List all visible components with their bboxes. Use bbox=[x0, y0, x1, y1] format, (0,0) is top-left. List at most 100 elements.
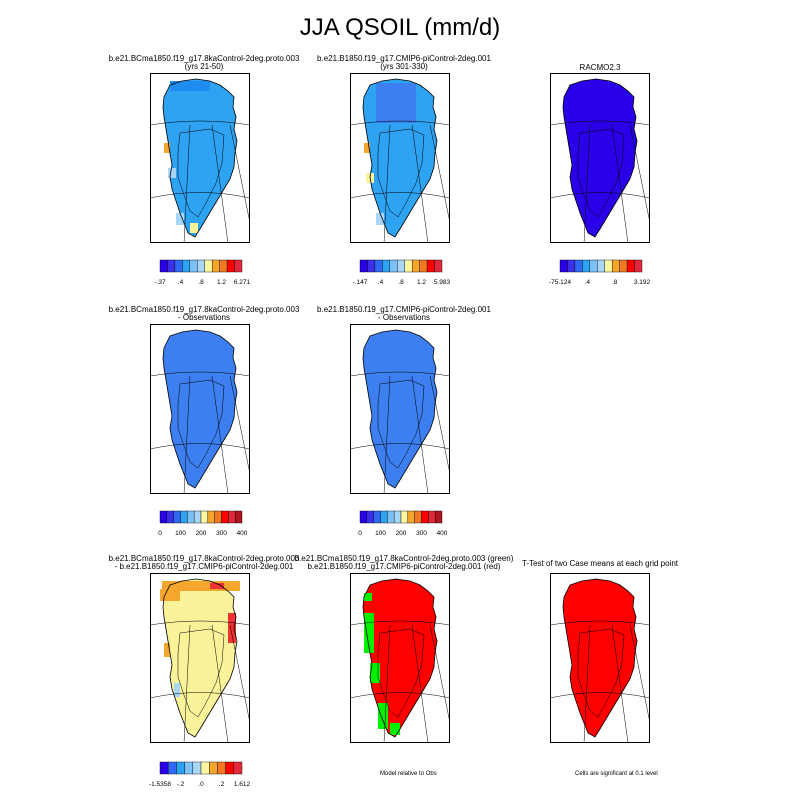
colorbar-tick-label: -75.124 bbox=[549, 279, 571, 286]
colorbar-swatch bbox=[634, 259, 643, 273]
panel-7-subtitle: b.e21.B1850.f19_g17.CMIP6-piControl-2deg… bbox=[307, 562, 501, 571]
colorbar-tick-label: 400 bbox=[237, 530, 248, 537]
colorbar-swatch bbox=[367, 259, 376, 273]
colorbar-tick-label: 200 bbox=[196, 530, 207, 537]
map-panel-6 bbox=[150, 573, 250, 743]
colorbar-swatch bbox=[234, 259, 243, 273]
colorbar-swatch bbox=[193, 510, 202, 524]
colorbar-swatch bbox=[567, 259, 576, 273]
colorbar-tick-label: 300 bbox=[416, 530, 427, 537]
panel-1-caption: b.e21.BCma1850.f19_g17.8kaControl-2deg.p… bbox=[94, 55, 314, 71]
colorbar-tick-label: 100 bbox=[175, 530, 186, 537]
colorbar-swatch bbox=[589, 259, 598, 273]
colorbar-tick-label: -.37 bbox=[154, 279, 166, 286]
model-relative-note: Model relative to Obs bbox=[380, 771, 437, 777]
colorbar-swatch bbox=[176, 761, 185, 775]
colorbar-tick-label: 400 bbox=[437, 530, 448, 537]
map-panel-1 bbox=[150, 73, 250, 243]
colorbar-tick-label: .4 bbox=[178, 279, 184, 286]
colorbar-tick-label: -.147 bbox=[353, 279, 368, 286]
panel-5-subtitle: - Observations bbox=[377, 313, 431, 322]
panel-1-title: b.e21.BCma1850.f19_g17.8kaControl-2deg.p… bbox=[108, 54, 300, 63]
map-panel-3 bbox=[550, 73, 650, 243]
colorbar-swatch bbox=[428, 510, 436, 524]
colorbar-panel-5: 0 100 200 300 400 bbox=[358, 510, 448, 537]
colorbar-tick-label: 1.2 bbox=[417, 279, 426, 286]
colorbar-tick-label: .4 bbox=[585, 279, 591, 286]
colorbar-tick-label: 300 bbox=[216, 530, 227, 537]
colorbar-swatch bbox=[407, 510, 415, 524]
colorbar-swatch bbox=[414, 510, 422, 524]
colorbar-swatch bbox=[389, 259, 398, 273]
colorbar-tick-label: .2 bbox=[219, 781, 225, 788]
colorbar-tick-label: .8 bbox=[198, 279, 204, 286]
colorbar-swatch bbox=[611, 259, 620, 273]
colorbar-swatch bbox=[211, 259, 220, 273]
panel-5-caption: b.e21.B1850.f19_g17.CMIP6-piControl-2deg… bbox=[294, 306, 514, 322]
panel-4-subtitle: - Observations bbox=[177, 313, 231, 322]
colorbar-swatch bbox=[168, 761, 177, 775]
panel-4-caption: b.e21.BCma1850.f19_g17.8kaControl-2deg.p… bbox=[94, 306, 314, 322]
colorbar-swatch bbox=[159, 510, 168, 524]
colorbar-swatch bbox=[404, 259, 413, 273]
colorbar-swatch bbox=[226, 259, 235, 273]
panel-3-caption: RACMO2.3 bbox=[540, 64, 660, 72]
colorbar-tick-label: 0 bbox=[158, 530, 162, 537]
colorbar-swatch bbox=[397, 259, 405, 273]
panel-7-caption: b.e21.BCma1850.f19_g17.8kaControl-2deg.p… bbox=[286, 555, 522, 571]
colorbar-panel-1: -.37 .4 .8 1.2 6.271 bbox=[154, 259, 251, 286]
colorbar-swatch bbox=[174, 259, 183, 273]
colorbar-tick-label: 200 bbox=[396, 530, 407, 537]
colorbar-swatch bbox=[180, 510, 188, 524]
colorbar-tick-label: 5.983 bbox=[434, 279, 451, 286]
colorbar-swatch bbox=[373, 510, 381, 524]
colorbar-panel-4: 0 100 200 300 400 bbox=[158, 510, 248, 537]
colorbar-swatch bbox=[400, 510, 409, 524]
colorbar-swatch bbox=[159, 259, 168, 273]
colorbar-swatch bbox=[380, 510, 388, 524]
colorbar-swatch bbox=[619, 259, 628, 273]
colorbar-swatch bbox=[187, 510, 195, 524]
map-panel-5 bbox=[350, 324, 450, 494]
colorbar-panel-6: -1.5358 -.2 .0 .2 1.612 bbox=[149, 761, 251, 788]
colorbar-tick-label: -1.5358 bbox=[149, 781, 171, 788]
colorbar-swatch bbox=[159, 761, 169, 775]
map-panel-2 bbox=[350, 73, 450, 243]
colorbar-tick-label: 1.2 bbox=[217, 279, 226, 286]
colorbar-swatch bbox=[582, 259, 591, 273]
panel-8-title: T-Test of two Case means at each grid po… bbox=[521, 559, 679, 568]
panel-6-subtitle: - b.e21.B1850.f19_g17.CMIP6-piControl-2d… bbox=[114, 562, 294, 571]
colorbar-swatch bbox=[228, 510, 236, 524]
panel-6-caption: b.e21.BCma1850.f19_g17.8kaControl-2deg.p… bbox=[94, 555, 314, 571]
colorbar-swatch bbox=[214, 510, 222, 524]
panel-2-caption: b.e21.B1850.f19_g17.CMIP6-piControl-2deg… bbox=[294, 55, 514, 71]
colorbar-swatch bbox=[419, 259, 428, 273]
colorbar-panel-2: -.147 .4 .8 1.2 5.983 bbox=[353, 259, 451, 286]
colorbar-swatch bbox=[434, 259, 443, 273]
colorbar-swatch bbox=[434, 510, 443, 524]
colorbar-swatch bbox=[559, 259, 568, 273]
colorbar-tick-label: .8 bbox=[398, 279, 404, 286]
colorbar-swatch bbox=[366, 510, 374, 524]
colorbar-swatch bbox=[192, 761, 202, 775]
colorbar-swatch bbox=[225, 761, 234, 775]
colorbar-tick-label: -.2 bbox=[177, 781, 185, 788]
map-panel-8 bbox=[550, 573, 650, 743]
map-panel-4 bbox=[150, 324, 250, 494]
colorbar-tick-label: 0 bbox=[358, 530, 362, 537]
panel-3-title: RACMO2.3 bbox=[579, 63, 621, 72]
colorbar-swatch bbox=[184, 761, 193, 775]
colorbar-swatch bbox=[393, 510, 402, 524]
colorbar-swatch bbox=[604, 259, 613, 273]
colorbar-swatch bbox=[197, 259, 205, 273]
colorbar-swatch bbox=[167, 259, 176, 273]
panel-5-title: b.e21.B1850.f19_g17.CMIP6-piControl-2deg… bbox=[317, 305, 491, 314]
panel-6-title: b.e21.BCma1850.f19_g17.8kaControl-2deg.p… bbox=[108, 554, 300, 563]
colorbar-swatch bbox=[574, 259, 583, 273]
colorbar-swatch bbox=[387, 510, 395, 524]
colorbar-tick-label: 6.271 bbox=[234, 279, 251, 286]
colorbar-tick-label: 3.192 bbox=[634, 279, 651, 286]
colorbar-swatch bbox=[209, 761, 218, 775]
colorbar-panel-3: -75.124 .4 .8 3.192 bbox=[549, 259, 651, 286]
colorbar-swatch bbox=[219, 259, 228, 273]
